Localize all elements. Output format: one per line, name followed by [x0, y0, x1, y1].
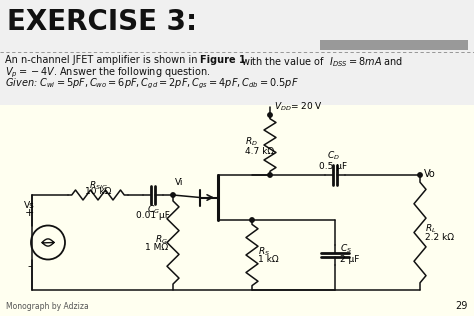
Text: $C_G$: $C_G$	[146, 203, 159, 216]
Text: 29: 29	[456, 301, 468, 311]
Text: Vo: Vo	[424, 169, 436, 179]
Bar	[0, 0, 474, 105]
Circle shape	[171, 193, 175, 197]
Text: 0.01 μF: 0.01 μF	[136, 211, 170, 220]
Text: EXERCISE 3:: EXERCISE 3:	[7, 8, 197, 36]
Text: An n-channel JFET amplifier is shown in: An n-channel JFET amplifier is shown in	[5, 55, 201, 65]
Text: $R_S$: $R_S$	[258, 246, 270, 258]
Text: Vs: Vs	[24, 200, 35, 210]
Text: 10 kΩ: 10 kΩ	[85, 187, 111, 196]
Text: Vi: Vi	[175, 178, 183, 187]
Circle shape	[268, 173, 272, 177]
Text: Figure 1: Figure 1	[200, 55, 246, 65]
Circle shape	[418, 173, 422, 177]
Text: 0.5 μF: 0.5 μF	[319, 162, 347, 171]
Text: 2.2 kΩ: 2.2 kΩ	[425, 233, 454, 242]
Text: -: -	[27, 262, 31, 271]
Text: 2 μF: 2 μF	[340, 254, 359, 264]
Text: $C_D$: $C_D$	[327, 149, 339, 162]
Text: $R_{SIG}$: $R_{SIG}$	[89, 179, 108, 191]
Text: 1 kΩ: 1 kΩ	[258, 256, 279, 264]
Text: $R_D$: $R_D$	[245, 136, 258, 148]
Bar	[320, 40, 468, 50]
Text: 4.7 kΩ: 4.7 kΩ	[245, 147, 274, 155]
Text: $V_p = -4V$. Answer the following question.: $V_p = -4V$. Answer the following questi…	[5, 66, 210, 80]
Text: $R_L$: $R_L$	[425, 222, 437, 235]
Text: Monograph by Adziza: Monograph by Adziza	[6, 302, 89, 311]
Text: 1 MΩ: 1 MΩ	[145, 243, 168, 252]
Circle shape	[268, 113, 272, 117]
Text: with the value of  $I_{DSS}=8mA$ and: with the value of $I_{DSS}=8mA$ and	[238, 55, 403, 69]
Text: +: +	[24, 208, 34, 217]
Circle shape	[250, 218, 254, 222]
Text: Given: $C_{wi}=5pF, C_{wo}=6pF, C_{gd}=2pF, C_{gs}=4pF, C_{db}=0.5pF$: Given: $C_{wi}=5pF, C_{wo}=6pF, C_{gd}=2…	[5, 77, 299, 91]
Text: $R_G$: $R_G$	[155, 233, 168, 246]
Text: $V_{DD}$= 20 V: $V_{DD}$= 20 V	[274, 100, 323, 113]
Bar	[0, 105, 474, 316]
Text: $C_S$: $C_S$	[340, 243, 352, 255]
